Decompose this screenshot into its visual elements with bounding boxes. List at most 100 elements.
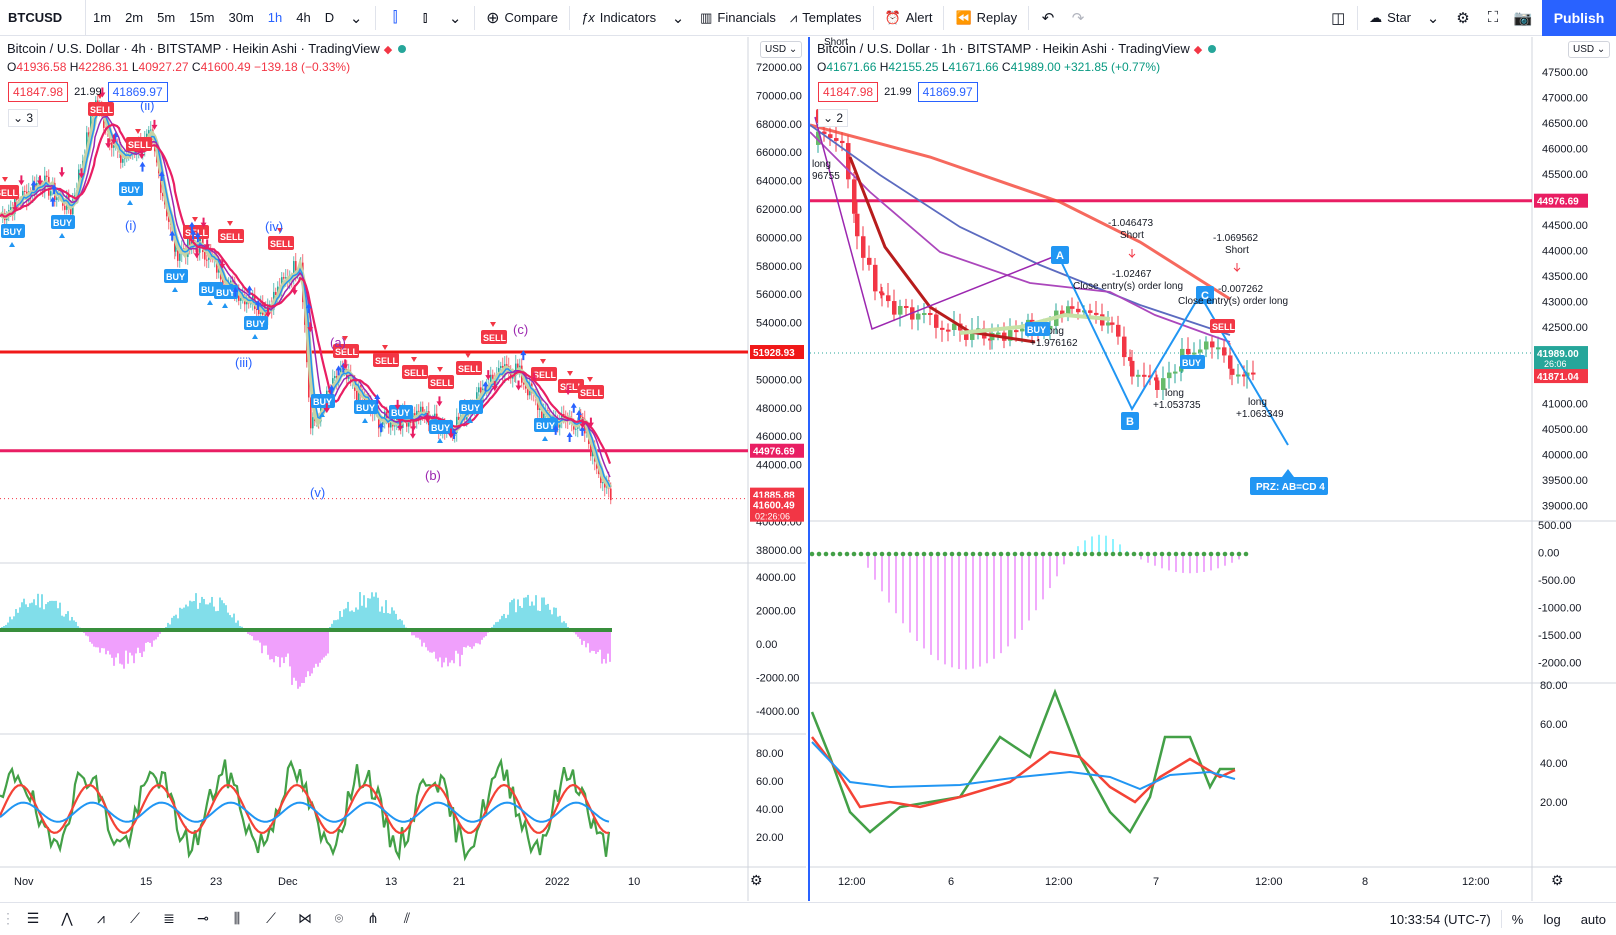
right-chart-pane[interactable]: 47500.00 47000.00 46500.00 46000.00 45500.00… xyxy=(808,37,1616,901)
log-scale-toggle[interactable]: log xyxy=(1543,911,1561,927)
down-arrow-icon xyxy=(531,372,538,383)
pitchfork-icon[interactable]: ⋔ xyxy=(367,910,379,926)
sell-signal-label: SELL xyxy=(335,347,359,357)
right-indicators-collapse[interactable]: ⌄ 2 xyxy=(818,109,849,127)
horizontal-ray-icon[interactable]: ⊸ xyxy=(197,910,209,926)
candle-body xyxy=(204,252,206,260)
chevron-down-icon[interactable]: ⌄ xyxy=(671,9,685,27)
trend-line-icon[interactable]: ⟋ xyxy=(130,910,140,926)
gear-icon[interactable]: ⚙ xyxy=(1456,9,1470,27)
auto-scale-toggle[interactable]: auto xyxy=(1580,911,1606,927)
candle-body xyxy=(604,482,606,488)
down-arrow-icon xyxy=(394,399,401,410)
osc-zero-dot xyxy=(1103,551,1109,557)
menu-icon[interactable]: ☰ xyxy=(26,910,40,926)
interval-1m[interactable]: 1m xyxy=(93,10,112,25)
left-chart-canvas[interactable]: 72000.00 70000.00 68000.00 66000.00 64000.00… xyxy=(0,37,806,901)
long-position-icon[interactable]: ⫼ xyxy=(233,910,241,926)
left-ask-button[interactable]: 41869.97 xyxy=(107,82,168,102)
elliott-wave-icon[interactable]: ⋀ xyxy=(61,910,73,926)
candle-body xyxy=(1222,347,1227,356)
right-bid-button[interactable]: 41847.98 xyxy=(818,82,879,102)
chevron-down-icon[interactable]: ⌄ xyxy=(448,9,462,27)
candle-body xyxy=(70,208,72,215)
buy-signal-label: BUY xyxy=(461,403,480,413)
up-arrow-icon xyxy=(520,350,527,361)
symbol-search[interactable]: BTCUSD xyxy=(0,0,86,36)
ma-band xyxy=(0,105,613,489)
time-tick-label: 6 xyxy=(948,876,954,888)
right-high: 42155.25 xyxy=(888,60,939,74)
left-currency-select[interactable]: USD ⌄ xyxy=(760,41,803,58)
interval-15m[interactable]: 15m xyxy=(189,10,215,25)
left-indicators-collapse[interactable]: ⌄ 3 xyxy=(8,109,39,127)
buy-signal-label-bg xyxy=(1025,322,1050,336)
financials-button[interactable]: ▥ Financials xyxy=(693,0,783,36)
long-label: long xyxy=(812,159,831,170)
parallel-channel-icon[interactable]: ⫽ xyxy=(403,910,411,926)
undo-icon[interactable]: ↶ xyxy=(1041,9,1055,27)
right-ask-button[interactable]: 41869.97 xyxy=(917,82,978,102)
candle-body xyxy=(344,369,346,371)
ray-icon[interactable]: ⟋ xyxy=(266,910,276,926)
chevron-down-icon[interactable]: ⌄ xyxy=(1426,9,1440,27)
interval-d[interactable]: D xyxy=(324,10,335,25)
candle-style-icon[interactable]: ⫿ xyxy=(392,9,398,26)
chevron-down-icon[interactable]: ⌄ xyxy=(349,9,363,27)
down-arrow-icon xyxy=(587,417,594,428)
close-label: Close entry(s) order long xyxy=(1073,281,1183,292)
interval-1h[interactable]: 1h xyxy=(267,10,283,25)
templates-button[interactable]: ⩘ Templates xyxy=(783,0,869,36)
redo-icon[interactable]: ↷ xyxy=(1071,9,1085,27)
candle-body xyxy=(580,413,582,417)
osc-zero-dot xyxy=(1124,551,1130,557)
candle-body xyxy=(1020,328,1025,332)
xabcd-pattern-icon[interactable]: ⋈ xyxy=(298,910,312,926)
osc-zero-dot xyxy=(830,551,836,557)
candle-body xyxy=(852,179,857,214)
interval-2m[interactable]: 2m xyxy=(125,10,144,25)
interval-4h[interactable]: 4h xyxy=(296,10,311,25)
alert-button[interactable]: ⏰ Alert xyxy=(878,0,940,36)
right-currency-select[interactable]: USD ⌄ xyxy=(1568,41,1611,58)
sell-arrow-icon xyxy=(382,345,388,350)
replay-button[interactable]: ⏪ Replay xyxy=(948,0,1024,36)
buy-signal-label: BUY xyxy=(1027,325,1046,335)
compare-button[interactable]: ⊕ Compare xyxy=(479,0,565,36)
candle-body xyxy=(312,417,314,429)
camera-icon[interactable]: 📷 xyxy=(1513,9,1533,27)
candle-body xyxy=(275,291,277,296)
cloud-icon: ☁ xyxy=(1369,9,1383,25)
sell-arrow-icon xyxy=(135,129,141,134)
publish-button[interactable]: Publish xyxy=(1542,0,1616,36)
osc-zero-dot xyxy=(1152,551,1158,557)
left-bid-button[interactable]: 41847.98 xyxy=(8,82,69,102)
layout-icon[interactable]: ◫ xyxy=(1331,9,1346,27)
rsi-tick-label: 60.00 xyxy=(756,776,784,788)
drag-handle-icon[interactable]: ⋮ xyxy=(1,910,15,926)
right-chart-canvas[interactable]: 47500.00 47000.00 46500.00 46000.00 45500.00… xyxy=(810,37,1616,901)
point-c: C xyxy=(1201,290,1209,302)
fullscreen-icon[interactable]: ⛶ xyxy=(1487,9,1499,26)
left-high: 42286.31 xyxy=(78,60,129,74)
indicators-button[interactable]: ƒx Indicators xyxy=(574,0,663,36)
bar-style-icon[interactable]: ⫾ xyxy=(422,9,428,26)
left-chart-pane[interactable]: 72000.00 70000.00 68000.00 66000.00 64000.00… xyxy=(0,37,806,901)
up-arrow-icon xyxy=(169,230,176,241)
interval-5m[interactable]: 5m xyxy=(157,10,176,25)
osc-zero-dot xyxy=(1033,551,1039,557)
fib-retracement-icon[interactable]: ≣ xyxy=(163,910,175,926)
elliott-impulse-icon[interactable]: ⩘ xyxy=(97,910,105,926)
spiral-icon[interactable]: ⌾ xyxy=(334,910,344,926)
layout-name-button[interactable]: ☁ Star xyxy=(1362,0,1418,36)
osc-zero-dot xyxy=(1040,551,1046,557)
ma-slow xyxy=(810,123,1231,301)
alert-label: Alert xyxy=(905,10,933,25)
clock-display[interactable]: 10:33:54 (UTC-7) xyxy=(1389,911,1491,927)
harmonic-leg xyxy=(814,116,1059,331)
percent-scale-toggle[interactable]: % xyxy=(1511,911,1524,927)
sell-signal-bg xyxy=(218,229,244,243)
candle-body xyxy=(1167,372,1172,379)
interval-30m[interactable]: 30m xyxy=(228,10,254,25)
candle-body xyxy=(148,130,150,134)
